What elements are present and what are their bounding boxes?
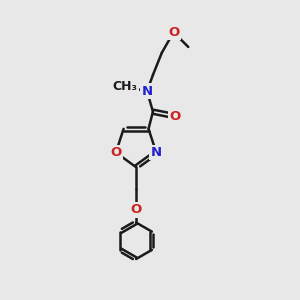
- Text: N: N: [151, 146, 162, 159]
- Text: N: N: [142, 85, 153, 98]
- Text: O: O: [110, 146, 122, 159]
- Text: O: O: [130, 203, 142, 216]
- Text: O: O: [168, 26, 179, 39]
- Text: O: O: [169, 110, 181, 123]
- Text: CH₃: CH₃: [112, 80, 137, 93]
